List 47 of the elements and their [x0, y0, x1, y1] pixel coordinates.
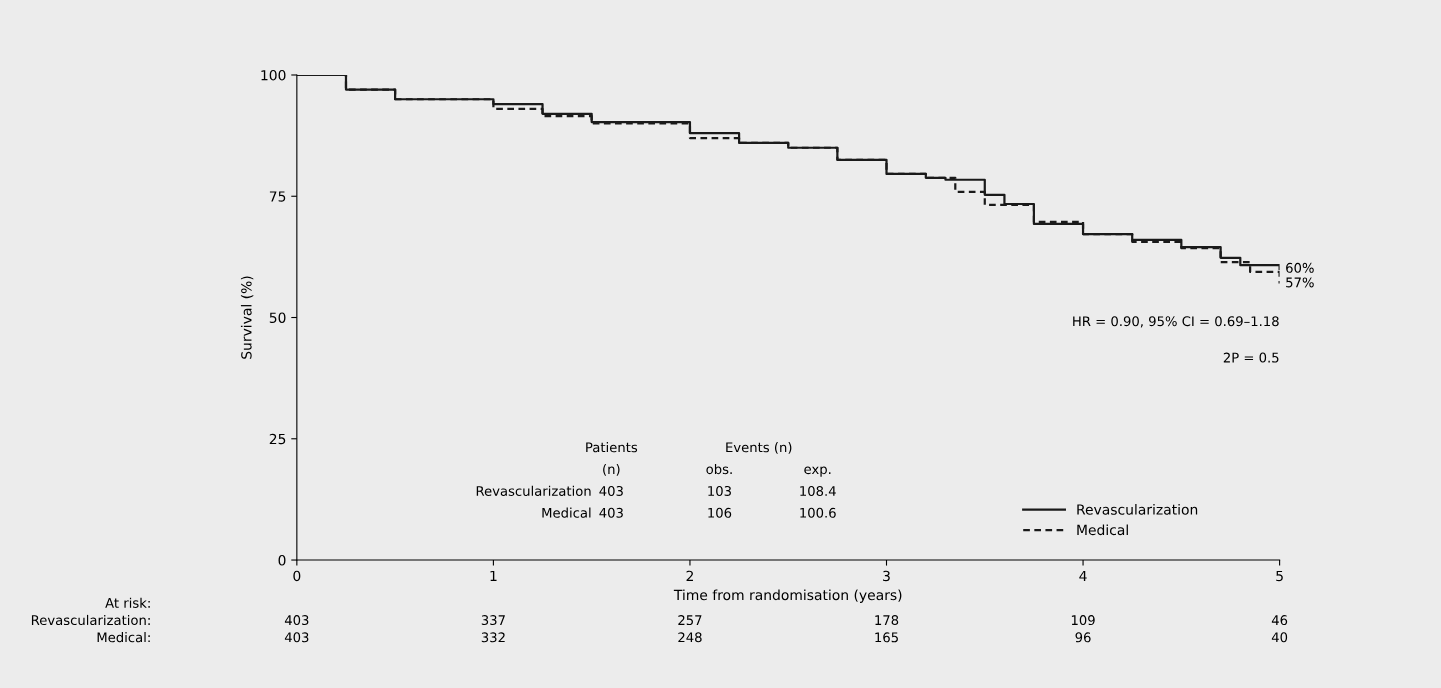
text: 40 — [1271, 632, 1288, 643]
text: 178 — [875, 615, 899, 626]
x-tick-label: 0 — [293, 570, 301, 582]
text: Medical: — [97, 632, 150, 643]
annotation: Patients — [586, 442, 638, 453]
annotation: HR = 0.90, 95% CI = 0.69–1.18 — [1073, 316, 1279, 328]
x-tick-label: 5 — [1276, 570, 1283, 582]
annotation: 100.6 — [800, 507, 836, 518]
annotation: obs. — [706, 463, 732, 475]
y-tick-label: 25 — [269, 433, 286, 445]
text: 96 — [1075, 632, 1091, 643]
annotation: Events (n) — [726, 442, 792, 454]
text: 109 — [1071, 615, 1095, 626]
text: 332 — [481, 632, 505, 643]
text: 248 — [678, 632, 702, 643]
y-tick-label: 0 — [278, 555, 286, 566]
text: 46 — [1271, 615, 1288, 626]
y-tick-label: 50 — [269, 312, 286, 323]
x-tick-label: 2 — [686, 570, 693, 581]
y-axis-title: Survival (%) — [240, 276, 254, 359]
annotation: (n) — [603, 463, 620, 476]
x-tick-label: 1 — [490, 570, 497, 581]
annotation: 2P = 0.5 — [1223, 352, 1279, 363]
annotation: Medical — [542, 507, 591, 518]
legend-label: Medical — [1077, 524, 1128, 536]
text: 165 — [875, 632, 898, 643]
x-tick-label: 3 — [883, 570, 890, 582]
x-tick-label: 4 — [1079, 570, 1087, 581]
text: Revascularization: — [31, 614, 150, 626]
annotation: 103 — [708, 485, 731, 496]
text: 403 — [284, 615, 309, 626]
text: 403 — [284, 632, 309, 643]
annotation: Revascularization — [476, 485, 591, 496]
annotation: 57% — [1286, 277, 1314, 288]
annotation: 106 — [708, 507, 732, 518]
annotation: exp. — [804, 466, 831, 477]
x-axis-title: Time from randomisation (years) — [673, 589, 902, 603]
annotation: 60% — [1286, 262, 1314, 273]
annotation: 403 — [599, 485, 623, 496]
y-tick-label: 75 — [269, 191, 286, 202]
legend-label: Revascularization — [1077, 504, 1198, 515]
text: 337 — [481, 615, 505, 626]
text: 257 — [678, 615, 702, 626]
annotation: 108.4 — [800, 485, 836, 496]
annotation: 403 — [599, 507, 623, 518]
text: At risk: — [105, 597, 150, 608]
y-tick-label: 100 — [261, 69, 286, 81]
